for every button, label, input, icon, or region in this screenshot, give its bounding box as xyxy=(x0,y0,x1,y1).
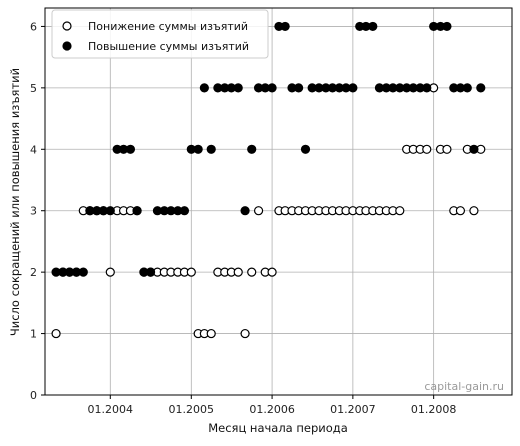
point-increase xyxy=(300,144,311,154)
y-tick-label: 3 xyxy=(30,205,37,218)
x-tick-label: 01.2004 xyxy=(88,403,134,416)
point-increase xyxy=(206,144,216,154)
point-increase xyxy=(125,144,136,154)
point-decrease xyxy=(267,267,277,277)
legend-marker-filled xyxy=(62,41,72,51)
x-tick-label: 01.2007 xyxy=(330,403,376,416)
y-tick-label: 4 xyxy=(30,143,37,156)
point-decrease xyxy=(442,144,452,154)
x-tick-label: 01.2008 xyxy=(411,403,457,416)
y-tick-label: 0 xyxy=(30,389,37,402)
point-increase xyxy=(348,83,358,93)
point-increase xyxy=(78,267,88,277)
point-increase xyxy=(442,21,452,32)
point-increase xyxy=(422,83,432,93)
legend-label-decrease: Понижение суммы изъятий xyxy=(88,20,248,33)
y-tick-label: 5 xyxy=(30,82,37,95)
legend-box xyxy=(51,9,269,59)
point-increase xyxy=(240,206,250,216)
x-axis-ticks: 01.2004 01.2005 01.2006 01.2007 01.2008 xyxy=(88,395,457,416)
y-tick-label: 1 xyxy=(30,328,37,341)
legend: Понижение суммы изъятий Повышение суммы … xyxy=(51,9,269,59)
point-decrease xyxy=(186,267,196,277)
point-increase xyxy=(267,83,277,93)
point-increase xyxy=(233,83,243,93)
point-increase xyxy=(469,144,479,154)
plot-area-frame xyxy=(44,7,513,396)
watermark: capital-gain.ru xyxy=(424,380,504,393)
point-decrease xyxy=(395,206,405,216)
point-decrease xyxy=(455,206,466,216)
point-increase xyxy=(294,83,304,93)
x-tick-label: 01.2005 xyxy=(169,403,215,416)
y-axis-label: Число сокращений или повышения изъятий xyxy=(8,68,22,336)
point-increase xyxy=(132,206,142,216)
grid-lines xyxy=(45,8,512,396)
point-increase xyxy=(193,144,203,154)
point-decrease xyxy=(247,267,257,277)
y-tick-label: 6 xyxy=(30,20,37,33)
point-increase xyxy=(199,83,209,93)
point-decrease xyxy=(422,144,432,154)
point-decrease xyxy=(105,267,115,277)
point-decrease xyxy=(206,328,216,339)
legend-label-increase: Повышение суммы изъятий xyxy=(88,40,249,53)
point-decrease xyxy=(240,328,250,339)
point-increase xyxy=(247,144,257,154)
point-increase xyxy=(368,21,378,32)
point-decrease xyxy=(51,328,61,339)
legend-marker-hollow xyxy=(62,21,72,31)
point-increase xyxy=(476,83,486,93)
point-increase xyxy=(280,21,290,32)
point-decrease xyxy=(233,267,243,277)
point-increase xyxy=(462,83,472,93)
x-axis-label: Месяц начала периода xyxy=(208,421,348,435)
point-increase xyxy=(105,206,115,216)
point-decrease xyxy=(469,206,479,216)
y-axis-ticks: 0 1 2 3 4 5 6 xyxy=(30,20,45,402)
point-decrease xyxy=(253,206,264,216)
y-tick-label: 2 xyxy=(30,266,37,279)
data-points xyxy=(51,21,486,339)
point-increase xyxy=(179,206,190,216)
x-tick-label: 01.2006 xyxy=(249,403,295,416)
point-increase xyxy=(145,267,156,277)
